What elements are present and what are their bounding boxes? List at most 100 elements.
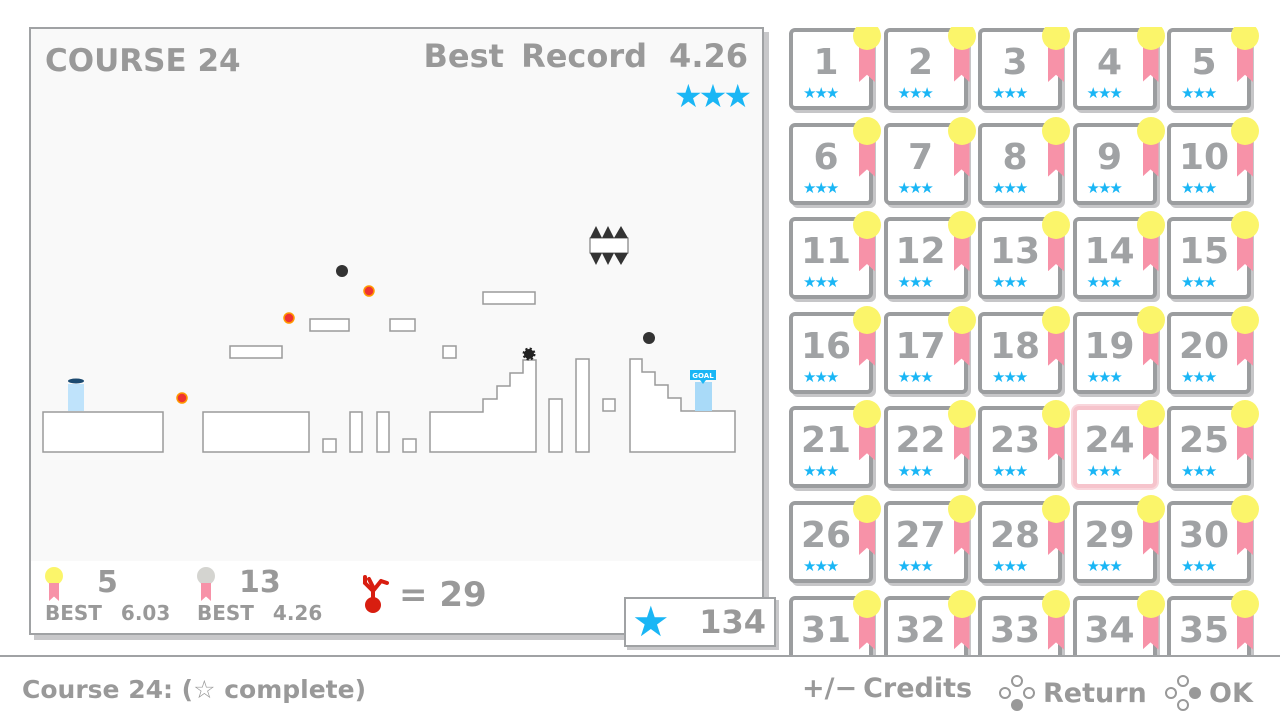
course-tile-32[interactable]: 32★★★ (883, 589, 976, 655)
course-tile-12[interactable]: 12 ★★★ (883, 211, 976, 300)
tile-stars: ★★★ (1086, 462, 1123, 481)
plus-minus-icon: +/− (802, 673, 858, 704)
course-tile-29[interactable]: 29 ★★★ (1072, 495, 1165, 583)
course-tile-28[interactable]: 28 ★★★ (978, 495, 1070, 583)
ribbon-icon (859, 613, 875, 650)
gold-medal-icon (1231, 27, 1259, 50)
ribbon-icon (859, 46, 875, 82)
credits-button[interactable]: +/− Credits (802, 673, 972, 704)
course-tile-34[interactable]: 34★★★ (1072, 589, 1165, 655)
course-tile-3[interactable]: 3 ★★★ (978, 27, 1070, 110)
gold-medal-icon (1231, 211, 1259, 240)
ribbon-icon (1142, 46, 1159, 82)
ribbon-icon (1142, 140, 1159, 177)
tile-stars: ★★★ (992, 367, 1028, 386)
tile-stars: ★★★ (992, 652, 1028, 655)
tile-stars: ★★★ (992, 84, 1028, 102)
gold-medal-icon (1042, 589, 1070, 618)
death-count-value: = 29 (399, 575, 487, 615)
course-tile-22[interactable]: 22 ★★★ (883, 400, 976, 489)
ribbon-icon (953, 140, 970, 177)
course-tile-5[interactable]: 5 ★★★ (1167, 27, 1259, 110)
course-tile-10[interactable]: 10 ★★★ (1167, 116, 1259, 205)
gold-medal-icon (1042, 211, 1070, 240)
course-number: 11 (800, 231, 852, 273)
platform (349, 411, 363, 453)
star-total: 134 (699, 603, 766, 641)
gold-medal-icon (947, 116, 976, 145)
course-tile-33[interactable]: 33★★★ (978, 589, 1070, 655)
enemy-ball (336, 265, 348, 277)
course-tile-7[interactable]: 7 ★★★ (883, 116, 976, 205)
course-tile-20[interactable]: 20 ★★★ (1167, 305, 1259, 394)
platform (229, 345, 283, 359)
course-tile-1[interactable]: 1 ★★★ (789, 27, 881, 110)
gold-medal-icon (1136, 116, 1165, 145)
tile-stars: ★★★ (897, 367, 934, 386)
course-tile-23[interactable]: 23 ★★★ (978, 400, 1070, 489)
course-tile-21[interactable]: 21 ★★★ (789, 400, 881, 489)
platform (389, 318, 416, 332)
course-tile-35[interactable]: 35★★★ (1167, 589, 1259, 655)
course-number: 22 (895, 420, 946, 462)
gold-medal-icon (1136, 305, 1165, 334)
staircase (429, 359, 537, 453)
course-tile-18[interactable]: 18 ★★★ (978, 305, 1070, 394)
course-number: 25 (1178, 420, 1230, 462)
course-number: 21 (800, 420, 852, 462)
course-tile-14[interactable]: 14 ★★★ (1072, 211, 1165, 300)
tile-stars: ★★★ (1181, 273, 1217, 292)
ribbon-icon (1048, 424, 1064, 461)
course-tile-19[interactable]: 19 ★★★ (1072, 305, 1165, 394)
silver-medal-icon (197, 567, 215, 601)
tile-stars: ★★★ (803, 557, 839, 575)
platform (376, 411, 390, 453)
course-tile-25[interactable]: 25 ★★★ (1167, 400, 1259, 489)
course-tile-24[interactable]: 24 ★★★ (1072, 400, 1165, 489)
gold-medal-icon (853, 116, 881, 145)
tile-stars: ★★★ (803, 178, 839, 197)
course-tile-13[interactable]: 13 ★★★ (978, 211, 1070, 300)
tile-stars: ★★★ (1087, 652, 1123, 655)
course-tile-9[interactable]: 9 ★★★ (1072, 116, 1165, 205)
platform (482, 291, 536, 305)
course-tile-26[interactable]: 26 ★★★ (789, 495, 881, 583)
course-tile-31[interactable]: 31★★★ (789, 589, 881, 655)
course-tile-2[interactable]: 2 ★★★ (883, 27, 976, 110)
gold-medal-icon (1042, 27, 1070, 50)
course-number: 30 (1178, 515, 1230, 556)
tile-stars: ★★★ (897, 557, 934, 575)
course-number: 14 (1084, 231, 1135, 273)
course-tile-27[interactable]: 27 ★★★ (883, 495, 976, 583)
course-grid: 1 ★★★ 2 ★★★ 3 ★★★ 4 ★★★ 5 ★★★ 6 ★★★ 7 ★★★ 8 ★★★ 9 ★★★ 10 ★★… (787, 27, 1280, 655)
course-tile-4[interactable]: 4 ★★★ (1072, 27, 1165, 110)
course-title: COURSE 24 (45, 43, 241, 79)
course-tile-16[interactable]: 16 ★★★ (789, 305, 881, 394)
course-tile-17[interactable]: 17 ★★★ (883, 305, 976, 394)
course-number: 26 (800, 515, 852, 556)
gold-medal-icon (947, 27, 976, 50)
tile-stars: ★★★ (897, 178, 934, 197)
gold-medal-icon (947, 589, 976, 618)
tile-stars: ★★★ (1086, 367, 1123, 386)
course-tile-30[interactable]: 30 ★★★ (1167, 495, 1259, 583)
course-number: 24 (1084, 420, 1135, 462)
platform (548, 398, 563, 453)
course-number: 23 (989, 420, 1041, 462)
ribbon-icon (1048, 235, 1064, 272)
gold-medal-icon (1136, 495, 1165, 523)
course-tile-8[interactable]: 8 ★★★ (978, 116, 1070, 205)
tile-stars: ★★★ (1181, 652, 1217, 655)
return-button[interactable]: Return (997, 673, 1147, 713)
platform (322, 438, 337, 453)
tile-stars: ★★★ (897, 84, 934, 102)
star-total-box: ★ 134 (624, 597, 776, 647)
ok-button[interactable]: OK (1163, 673, 1253, 713)
course-tile-15[interactable]: 15 ★★★ (1167, 211, 1259, 300)
course-number: 7 (907, 136, 934, 178)
gold-medal-icon (1136, 400, 1165, 429)
course-number: 6 (813, 136, 839, 178)
course-tile-11[interactable]: 11 ★★★ (789, 211, 881, 300)
course-tile-6[interactable]: 6 ★★★ (789, 116, 881, 205)
gold-medal-icon (947, 211, 976, 240)
